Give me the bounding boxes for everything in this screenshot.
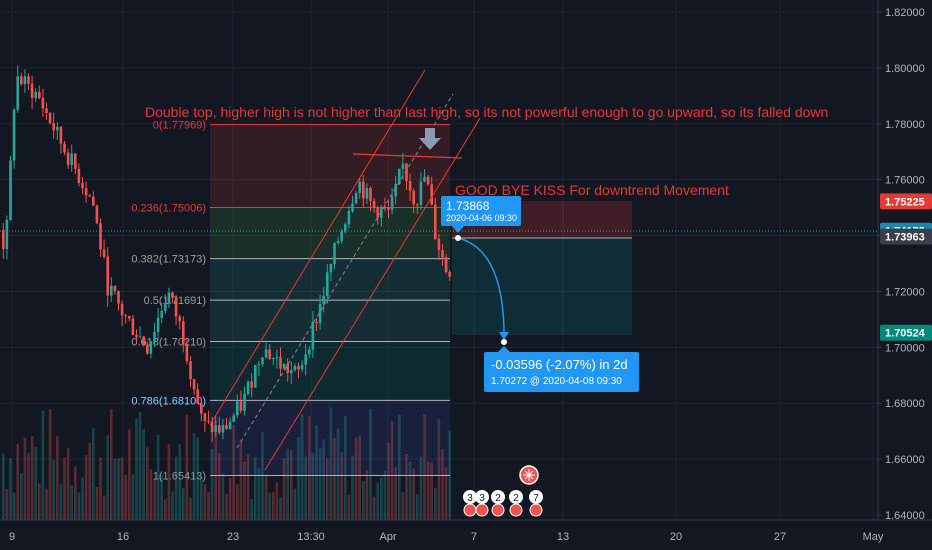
double-top-line bbox=[352, 153, 463, 159]
fib-zone bbox=[210, 300, 450, 342]
y-tick-label: 1.72000 bbox=[885, 286, 925, 298]
fib-zone bbox=[210, 400, 450, 476]
price-badge: 1.73963 bbox=[880, 228, 932, 245]
y-tick-label: 1.82000 bbox=[885, 7, 925, 19]
svg-text:1.73963: 1.73963 bbox=[885, 232, 925, 244]
callout-detail: 1.70272 @ 2020-04-08 09:30 bbox=[491, 376, 622, 387]
price-badge: 1.70524 bbox=[880, 324, 932, 341]
x-tick-label: 7 bbox=[471, 531, 477, 543]
fib-level-label: 0.786(1.68100) bbox=[131, 395, 206, 407]
x-tick-label: May bbox=[863, 531, 884, 543]
short-position-target-zone bbox=[452, 238, 632, 335]
fibonacci-retracement: 0(1.77969) 0.236(1.75006) 0.382(1.73173) 0.… bbox=[131, 120, 450, 483]
y-tick-label: 1.70000 bbox=[885, 342, 925, 354]
callout-time: 2020-04-06 09:30 bbox=[446, 213, 517, 223]
fib-level-label: 0.382(1.73173) bbox=[131, 254, 206, 266]
fib-level-label: 0(1.77969) bbox=[153, 120, 206, 132]
projection-arrow-icon bbox=[499, 332, 509, 340]
fib-zone bbox=[210, 207, 450, 259]
event-marker[interactable]: 2 bbox=[509, 490, 523, 517]
time-axis[interactable]: 9 16 23 13:30 Apr 7 13 20 27 May bbox=[0, 519, 932, 550]
y-tick-label: 1.68000 bbox=[885, 398, 925, 410]
price-badge: 1.75225 bbox=[880, 193, 932, 210]
x-tick-label: 13:30 bbox=[297, 531, 325, 543]
event-marker[interactable]: 3 bbox=[475, 490, 489, 517]
y-tick-label: 1.66000 bbox=[885, 454, 925, 466]
volume-bars bbox=[2, 407, 451, 520]
projection-start-dot bbox=[455, 235, 461, 241]
x-tick-label: 27 bbox=[774, 531, 786, 543]
annotations: Double top, higher high is not higher th… bbox=[145, 104, 828, 198]
svg-text:3: 3 bbox=[479, 493, 485, 504]
event-marker[interactable]: 3 bbox=[463, 490, 477, 517]
price-callout: 1.73868 2020-04-06 09:30 bbox=[441, 196, 521, 233]
event-marker[interactable]: 2 bbox=[491, 490, 505, 517]
channel-mid-line bbox=[236, 93, 454, 449]
event-marker[interactable]: 7 bbox=[529, 490, 543, 517]
x-tick-label: 23 bbox=[227, 531, 239, 543]
x-tick-label: 13 bbox=[557, 531, 569, 543]
fib-level-label: 0.236(1.75006) bbox=[131, 202, 206, 214]
channel-upper-line bbox=[209, 69, 426, 426]
price-axis[interactable]: 1.820001.800001.780001.760001.740001.720… bbox=[877, 0, 932, 550]
svg-text:1.70524: 1.70524 bbox=[885, 328, 926, 340]
svg-text:1.75225: 1.75225 bbox=[885, 196, 925, 208]
y-tick-label: 1.80000 bbox=[885, 63, 925, 75]
x-tick-label: 9 bbox=[9, 531, 15, 543]
fib-zone bbox=[210, 341, 450, 401]
projection-end-dot bbox=[501, 339, 507, 345]
callout-price: 1.73868 bbox=[446, 199, 490, 213]
y-tick-label: 1.76000 bbox=[885, 175, 925, 187]
projection-curve bbox=[457, 237, 505, 341]
svg-text:7: 7 bbox=[533, 493, 539, 504]
callout-change: -0.03596 (-2.07%) in 2d bbox=[491, 357, 628, 372]
fib-level-label: 1(1.65413) bbox=[153, 471, 206, 483]
main-annotation: Double top, higher high is not higher th… bbox=[145, 104, 828, 120]
candlestick-series bbox=[2, 65, 451, 443]
down-arrow-icon bbox=[419, 128, 441, 150]
svg-text:2: 2 bbox=[495, 493, 501, 504]
y-tick-label: 1.64000 bbox=[885, 510, 925, 522]
x-tick-label: 16 bbox=[117, 531, 129, 543]
projection-callout: -0.03596 (-2.07%) in 2d 1.70272 @ 2020-0… bbox=[484, 346, 639, 392]
kiss-annotation: GOOD BYE KISS For downtrend Movement bbox=[455, 182, 729, 198]
x-tick-label: 20 bbox=[670, 531, 682, 543]
channel-lower-line bbox=[264, 117, 481, 471]
svg-text:3: 3 bbox=[467, 493, 473, 504]
y-tick-label: 1.78000 bbox=[885, 119, 925, 131]
x-tick-label: Apr bbox=[379, 531, 396, 543]
svg-text:2: 2 bbox=[513, 493, 519, 504]
